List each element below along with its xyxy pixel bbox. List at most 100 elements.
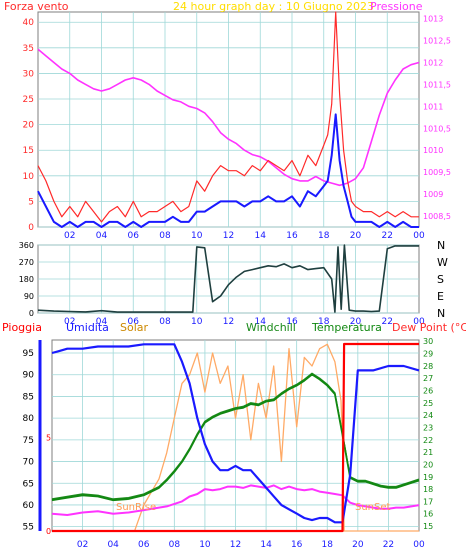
humidity-tick-55: 55: [23, 523, 34, 533]
legend-solar: Solar: [120, 321, 149, 334]
wind-tick-35: 35: [23, 44, 34, 54]
panel2-grid: [38, 244, 419, 314]
wind-tick-10: 10: [23, 172, 35, 182]
wind-pressure-panel: 02 04 06 08 10 12 14 16 18 20 22 00 051015202530354…: [4, 0, 451, 241]
humidity-tick-95: 95: [23, 349, 34, 359]
panel2-x-tick-08: 08: [159, 317, 171, 327]
rain-line: [52, 342, 419, 533]
panel3-x-tick-16: 16: [291, 540, 303, 550]
temperature-tick-28: 28: [423, 362, 433, 371]
direction-tick-360: 360: [19, 241, 34, 250]
legend-dew-point: Dew Point (°C): [392, 321, 466, 334]
panel3-x-tick-08: 08: [169, 540, 181, 550]
panel1-series: [37, 11, 420, 228]
panel3-x-tick-00: 00: [413, 540, 425, 550]
pressure-axis-label: Pressione: [370, 0, 423, 13]
direction-tick-0: 0: [29, 309, 34, 318]
temperature-tick-24: 24: [423, 411, 433, 420]
pressure-tick-4: 1010,5: [423, 124, 451, 133]
sunrise-label: SunRise: [116, 502, 156, 513]
wind-tick-25: 25: [23, 95, 34, 105]
direction-tick-270: 270: [19, 258, 34, 267]
chart-title: 24 hour graph day : 10 Giugno 2023: [173, 0, 374, 13]
temperature-tick-20: 20: [423, 460, 433, 469]
panel3-x-tick-14: 14: [260, 540, 272, 550]
pressure-line: [37, 48, 420, 187]
compass-E-3: E: [437, 290, 444, 303]
panel3-x-tick-02: 02: [77, 540, 88, 550]
wind-tick-5: 5: [28, 197, 34, 207]
panel2-x-tick-20: 20: [350, 317, 362, 327]
panel2-x-tick-10: 10: [191, 317, 203, 327]
wind-axis-label: Forza vento: [4, 0, 69, 13]
panel1-x-tick-08: 08: [159, 231, 171, 241]
wind-tick-0: 0: [28, 223, 34, 233]
legend-windchill: Windchill: [246, 321, 296, 334]
panel2-x-tick-12: 12: [223, 317, 234, 327]
pressure-tick-7: 1012: [423, 58, 443, 67]
panel3-y-right-ticks: 15 16 17 18 19 20 21 22 23 24 25 26 27 28 29 30: [423, 337, 433, 531]
compass-S-2: S: [437, 273, 444, 286]
panel1-x-tick-04: 04: [96, 231, 108, 241]
panel2-x-tick-14: 14: [255, 317, 267, 327]
panel1-x-tick-20: 20: [350, 231, 362, 241]
pressure-tick-9: 1013: [423, 15, 443, 24]
legend-temperatura: Temperatura: [311, 321, 382, 334]
temperature-line: [51, 373, 420, 502]
legend-pioggia: Pioggia: [2, 321, 42, 334]
panel3-x-tick-06: 06: [138, 540, 150, 550]
panel2-x-tick-02: 02: [64, 317, 75, 327]
temperature-tick-26: 26: [423, 387, 433, 396]
wind-direction-line: [37, 244, 419, 313]
pressure-tick-0: 1008,5: [423, 212, 451, 221]
panel2-x-tick-18: 18: [318, 317, 330, 327]
panel2-x-ticks: 02 04 06 08 10 12 14 16 18 20 22 00: [64, 317, 425, 327]
panel1-x-tick-16: 16: [286, 231, 298, 241]
humidity-tick-65: 65: [23, 479, 34, 489]
wind-tick-40: 40: [23, 18, 35, 28]
pressure-tick-2: 1009,5: [423, 168, 451, 177]
sunset-label: SunSet: [355, 502, 391, 513]
wind-tick-30: 30: [23, 69, 35, 79]
temperature-tick-19: 19: [423, 473, 433, 482]
wind-tick-15: 15: [23, 146, 34, 156]
panel2-x-tick-06: 06: [128, 317, 140, 327]
temperature-tick-25: 25: [423, 399, 433, 408]
compass-N-0: N: [437, 239, 445, 252]
solar-line: [52, 343, 419, 532]
legend: Pioggia Umidita Solar Windchill Temperat…: [2, 321, 466, 334]
direction-tick-90: 90: [24, 292, 34, 301]
humidity-tick-85: 85: [23, 392, 34, 402]
pressure-tick-6: 1011,5: [423, 80, 451, 89]
humidity-line: [51, 343, 420, 524]
temperature-tick-17: 17: [423, 497, 433, 506]
panel3-x-tick-04: 04: [107, 540, 119, 550]
temperature-tick-15: 15: [423, 522, 433, 531]
temperature-humidity-panel: Pioggia Umidita Solar Windchill Temperat…: [2, 321, 466, 550]
temperature-tick-16: 16: [423, 510, 433, 519]
panel2-x-tick-22: 22: [382, 317, 393, 327]
pressure-tick-5: 1011: [423, 102, 443, 111]
panel2-x-tick-16: 16: [286, 317, 298, 327]
panel1-x-tick-00: 00: [413, 231, 425, 241]
humidity-tick-60: 60: [23, 501, 35, 511]
panel3-x-ticks: 02 04 06 08 10 12 14 16 18 20 22 00: [77, 540, 425, 550]
humidity-tick-75: 75: [23, 436, 34, 446]
pressure-tick-8: 1012,5: [423, 37, 451, 46]
pressure-tick-1: 1009: [423, 190, 443, 199]
panel2-y-ticks: 0 90 180 270 360: [19, 241, 34, 318]
panel1-x-tick-02: 02: [64, 231, 75, 241]
temperature-tick-29: 29: [423, 350, 433, 359]
panel2-x-tick-00: 00: [413, 317, 425, 327]
panel3-grid: [52, 340, 419, 531]
pressure-tick-3: 1010: [423, 146, 443, 155]
direction-tick-180: 180: [19, 275, 34, 284]
gust-line: [37, 113, 419, 228]
temperature-tick-27: 27: [423, 374, 433, 383]
panel1-x-tick-14: 14: [255, 231, 267, 241]
panel1-x-tick-22: 22: [382, 231, 393, 241]
